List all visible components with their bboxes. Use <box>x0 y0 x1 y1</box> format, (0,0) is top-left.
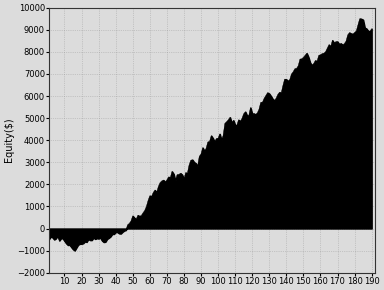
Y-axis label: Equity($): Equity($) <box>4 118 14 162</box>
